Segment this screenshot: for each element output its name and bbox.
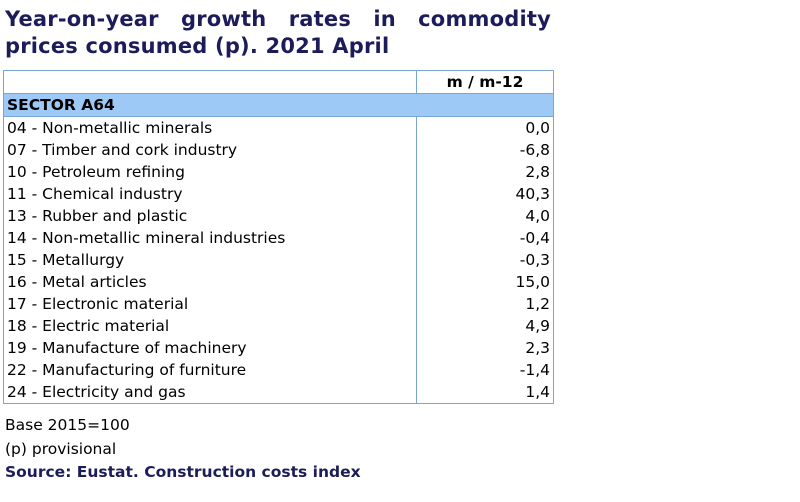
column-header: m / m-12 — [416, 70, 554, 94]
row-value: 40,3 — [416, 183, 554, 205]
section-row: SECTOR A64 — [3, 93, 554, 117]
table: m / m-12 SECTOR A64 04 - Non-metallic mi… — [3, 70, 554, 404]
row-value: 1,4 — [416, 381, 554, 404]
row-label: 16 - Metal articles — [3, 271, 417, 293]
row-value: -1,4 — [416, 359, 554, 381]
row-value: 0,0 — [416, 116, 554, 139]
data-row: 13 - Rubber and plastic 4,0 — [3, 205, 554, 227]
data-row: 19 - Manufacture of machinery 2,3 — [3, 337, 554, 359]
row-label: 17 - Electronic material — [3, 293, 417, 315]
row-value: 15,0 — [416, 271, 554, 293]
note: (p) provisional — [5, 440, 117, 458]
row-label: 18 - Electric material — [3, 315, 417, 337]
data-row: 14 - Non-metallic mineral industries -0,4 — [3, 227, 554, 249]
data-row: 18 - Electric material 4,9 — [3, 315, 554, 337]
data-row: 16 - Metal articles 15,0 — [3, 271, 554, 293]
row-label: 14 - Non-metallic mineral industries — [3, 227, 417, 249]
row-label: 11 - Chemical industry — [3, 183, 417, 205]
row-label: 19 - Manufacture of machinery — [3, 337, 417, 359]
data-row: 15 - Metallurgy -0,3 — [3, 249, 554, 271]
section-label: SECTOR A64 — [3, 93, 554, 117]
row-value: -6,8 — [416, 139, 554, 161]
row-value: 2,8 — [416, 161, 554, 183]
row-value: -0,3 — [416, 249, 554, 271]
row-label: 24 - Electricity and gas — [3, 381, 417, 404]
row-label: 15 - Metallurgy — [3, 249, 417, 271]
empty-cell — [3, 70, 417, 94]
data-row: 04 - Non-metallic minerals 0,0 — [3, 116, 554, 139]
row-value: 1,2 — [416, 293, 554, 315]
data-row: 11 - Chemical industry 40,3 — [3, 183, 554, 205]
row-value: 4,9 — [416, 315, 554, 337]
data-row: 22 - Manufacturing of furniture -1,4 — [3, 359, 554, 381]
data-row: 24 - Electricity and gas 1,4 — [3, 381, 554, 404]
row-label: 07 - Timber and cork industry — [3, 139, 417, 161]
header-row: m / m-12 — [3, 70, 554, 94]
data-row: 10 - Petroleum refining 2,8 — [3, 161, 554, 183]
row-label: 04 - Non-metallic minerals — [3, 116, 417, 139]
row-value: -0,4 — [416, 227, 554, 249]
data-row: 07 - Timber and cork industry -6,8 — [3, 139, 554, 161]
row-value: 2,3 — [416, 337, 554, 359]
row-value: 4,0 — [416, 205, 554, 227]
row-label: 10 - Petroleum refining — [3, 161, 417, 183]
data-row: 17 - Electronic material 1,2 — [3, 293, 554, 315]
title: Year-on-year growth rates in commodity p… — [5, 7, 551, 58]
row-label: 13 - Rubber and plastic — [3, 205, 417, 227]
source: Source: Eustat. Construction costs index — [5, 463, 361, 481]
note: Base 2015=100 — [5, 416, 130, 434]
row-label: 22 - Manufacturing of furniture — [3, 359, 417, 381]
